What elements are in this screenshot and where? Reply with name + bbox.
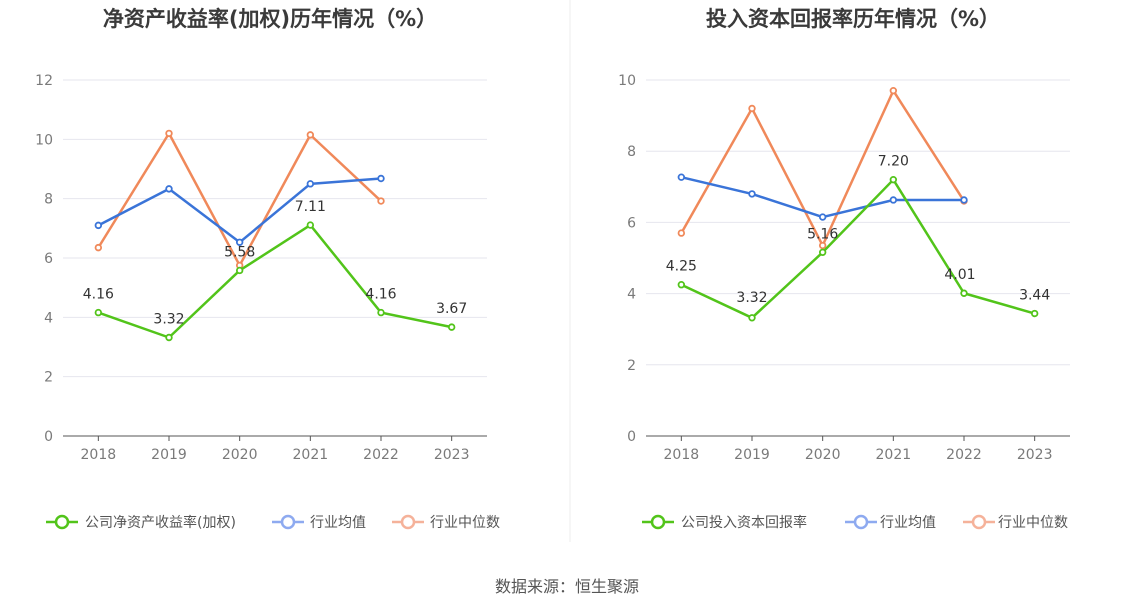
legend-label-company: 公司投入资本回报率 (681, 514, 807, 531)
x-tick-label: 2023 (1017, 447, 1053, 463)
series-line-company (680, 178, 1036, 320)
legend-label-median: 行业中位数 (430, 515, 500, 531)
data-point-median (889, 86, 898, 95)
data-point-avg (165, 185, 173, 193)
data-point-company (748, 314, 756, 322)
x-tick-label: 2018 (81, 447, 117, 463)
y-tick-label: 2 (627, 358, 636, 374)
y-tick-label: 4 (44, 310, 53, 326)
y-tick-label: 12 (35, 73, 53, 89)
data-label: 7.20 (878, 154, 909, 170)
data-point-avg (235, 238, 244, 246)
data-point-median (677, 229, 686, 237)
x-tick-label: 2021 (876, 447, 912, 463)
data-label: 5.58 (224, 244, 255, 260)
data-point-company (94, 308, 103, 317)
data-point-median (377, 197, 385, 205)
data-point-median (306, 131, 315, 139)
x-tick-label: 2022 (363, 447, 399, 463)
y-tick-label: 6 (627, 215, 636, 231)
legend-marker-median (400, 514, 416, 530)
data-point-avg (889, 196, 898, 204)
data-label: 3.44 (1019, 288, 1050, 304)
legend-marker-avg (280, 514, 296, 530)
data-point-avg (377, 174, 385, 183)
data-point-median (165, 129, 173, 138)
legend-marker-company (650, 514, 666, 530)
data-point-median (94, 243, 103, 252)
data-point-company (1030, 309, 1039, 318)
x-tick-label: 2019 (734, 447, 770, 463)
data-label: 3.32 (736, 290, 767, 306)
data-point-company (818, 248, 827, 257)
x-tick-label: 2022 (946, 447, 982, 463)
data-point-avg (306, 180, 315, 188)
y-tick-label: 10 (35, 132, 53, 148)
data-point-company (377, 308, 385, 317)
data-point-company (447, 323, 456, 331)
legend-marker-median (971, 514, 987, 530)
series-line-avg (681, 175, 964, 219)
x-tick-label: 2021 (293, 447, 329, 463)
data-point-company (165, 333, 173, 342)
legend-label-avg: 行业均值 (880, 515, 936, 531)
data-point-avg (818, 213, 827, 221)
y-tick-label: 0 (627, 429, 636, 445)
x-tick-label: 2020 (222, 447, 258, 463)
data-label: 4.16 (83, 287, 114, 303)
chart-title: 投入资本回报率历年情况（%） (706, 7, 1000, 31)
data-point-avg (94, 221, 103, 230)
legend-label-company: 公司净资产收益率(加权) (85, 514, 236, 531)
x-tick-label: 2018 (664, 447, 700, 463)
data-label: 5.16 (807, 226, 838, 242)
y-tick-label: 4 (627, 287, 636, 303)
data-label: 3.32 (153, 312, 184, 328)
chart-title: 净资产收益率(加权)历年情况（%） (103, 7, 437, 31)
series-line-company (97, 223, 452, 339)
data-point-avg (960, 196, 968, 204)
data-point-avg (677, 173, 686, 181)
data-label: 4.25 (666, 259, 697, 275)
data-point-company (235, 266, 244, 275)
data-label: 3.67 (436, 301, 467, 317)
x-tick-label: 2019 (151, 447, 187, 463)
data-point-company (960, 289, 968, 297)
y-tick-label: 0 (44, 429, 53, 445)
legend-label-median: 行业中位数 (998, 515, 1068, 531)
legend-marker-avg (853, 514, 869, 530)
y-tick-label: 6 (44, 251, 53, 267)
data-point-median (748, 104, 756, 113)
y-tick-label: 10 (618, 73, 636, 89)
data-point-avg (748, 190, 756, 198)
data-point-median (818, 241, 827, 250)
data-source-label: 数据来源：恒生聚源 (495, 577, 639, 596)
data-label: 7.11 (295, 199, 326, 215)
y-tick-label: 8 (627, 144, 636, 160)
data-point-company (889, 175, 898, 184)
data-point-company (677, 281, 686, 289)
series-line-avg (97, 177, 382, 244)
data-point-company (306, 221, 315, 229)
data-label: 4.16 (365, 287, 396, 303)
y-tick-label: 2 (44, 370, 53, 386)
y-tick-label: 8 (44, 192, 53, 208)
x-tick-label: 2020 (805, 447, 841, 463)
legend-marker-company (54, 514, 70, 530)
legend-label-avg: 行业均值 (310, 515, 366, 531)
data-label: 4.01 (944, 267, 975, 283)
x-tick-label: 2023 (434, 447, 470, 463)
